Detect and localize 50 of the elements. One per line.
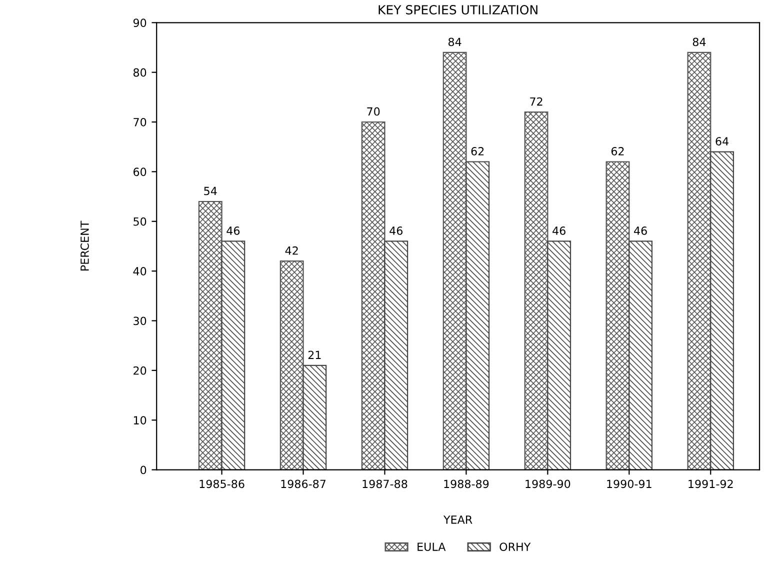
legend-label: EULA xyxy=(418,542,446,551)
x-axis-title: YEAR xyxy=(443,516,472,524)
bar xyxy=(710,151,734,470)
y-tick-label: 0 xyxy=(140,466,146,474)
x-tick-label: 1987-88 xyxy=(362,480,408,488)
bar xyxy=(221,240,246,470)
y-tick-label: 70 xyxy=(134,118,146,126)
bar xyxy=(280,260,304,470)
data-label: 46 xyxy=(552,226,566,235)
y-tick-label: 20 xyxy=(134,366,146,375)
data-label: 46 xyxy=(226,226,240,235)
bar xyxy=(442,52,467,470)
x-tick-label: 1990-91 xyxy=(607,480,652,488)
data-label: 54 xyxy=(204,186,217,196)
y-tick-label: 80 xyxy=(133,68,146,77)
bar xyxy=(466,161,490,470)
y-axis-title: PERCENT xyxy=(80,220,89,270)
bar xyxy=(198,200,222,470)
y-tick-label: 40 xyxy=(133,267,146,276)
data-label: 62 xyxy=(471,147,484,156)
data-label: 64 xyxy=(716,137,728,146)
x-tick-label: 1991-92 xyxy=(688,480,733,488)
x-tick-label: 1985-86 xyxy=(200,480,244,488)
x-tick-label: 1986-87 xyxy=(281,480,326,488)
y-tick-label: 10 xyxy=(134,416,146,424)
bar xyxy=(606,161,630,470)
data-label: 46 xyxy=(634,226,647,235)
x-tick-label: 1989-90 xyxy=(526,480,570,488)
data-label: 84 xyxy=(448,38,462,46)
bar xyxy=(361,121,386,470)
data-label: 72 xyxy=(530,97,542,106)
bar xyxy=(524,112,548,470)
bar xyxy=(384,240,408,470)
bar xyxy=(302,364,327,470)
y-tick-label: 30 xyxy=(134,316,146,326)
y-tick-label: 90 xyxy=(133,18,146,28)
data-label: 21 xyxy=(308,350,321,359)
chart-title: KEY SPECIES UTILIZATION xyxy=(378,5,538,14)
bar xyxy=(687,52,712,470)
bar xyxy=(628,240,653,470)
data-label: 42 xyxy=(285,246,298,255)
data-label: 84 xyxy=(692,38,706,46)
legend-label: ORHY xyxy=(500,542,531,551)
y-tick-label: 50 xyxy=(134,217,146,226)
bar xyxy=(547,240,572,470)
data-label: 70 xyxy=(367,107,380,116)
x-tick-label: 1988-89 xyxy=(444,480,489,488)
y-tick-label: 60 xyxy=(134,168,146,176)
data-label: 46 xyxy=(390,226,403,235)
data-label: 62 xyxy=(611,147,624,156)
